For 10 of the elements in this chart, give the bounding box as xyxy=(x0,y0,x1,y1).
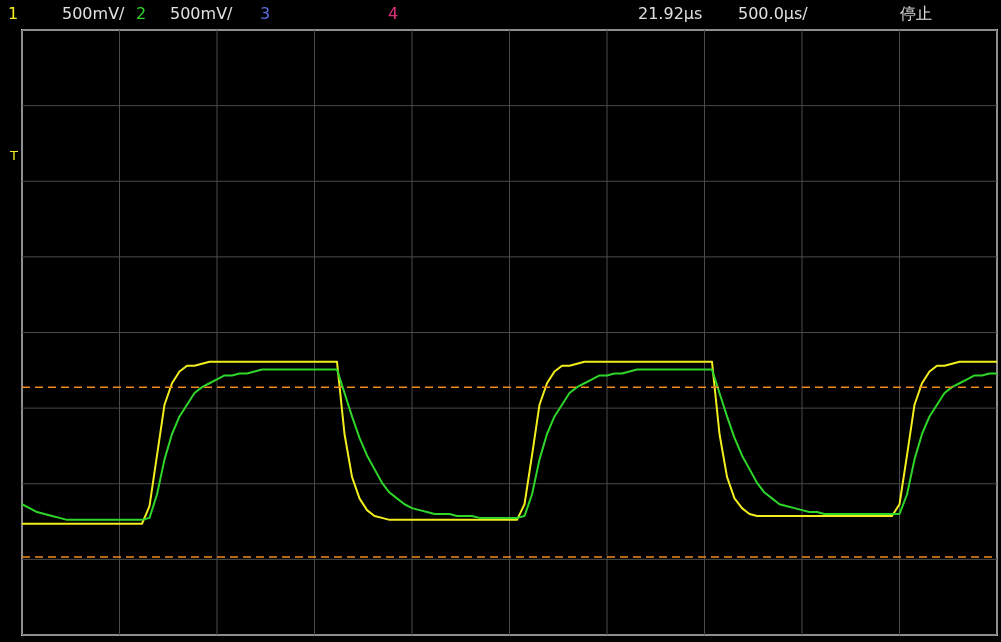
text: 21.92μs xyxy=(638,4,703,23)
text: 1 xyxy=(8,4,19,23)
text: 2 xyxy=(136,4,147,23)
text: 500mV/ xyxy=(62,4,126,23)
text: 停止 xyxy=(900,4,932,23)
text: 500mV/ xyxy=(170,4,234,23)
text: 3 xyxy=(260,4,271,23)
text: 500.0μs/ xyxy=(738,4,809,23)
text: 4 xyxy=(388,4,399,23)
text: T xyxy=(9,148,18,163)
